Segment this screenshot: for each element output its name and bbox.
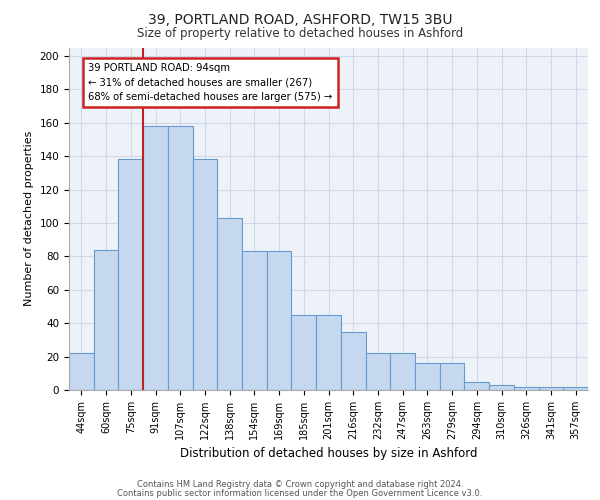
Text: Contains public sector information licensed under the Open Government Licence v3: Contains public sector information licen… bbox=[118, 488, 482, 498]
Bar bbox=[118, 160, 143, 390]
Bar bbox=[539, 386, 563, 390]
Bar bbox=[341, 332, 365, 390]
Bar bbox=[143, 126, 168, 390]
Bar bbox=[415, 364, 440, 390]
Bar bbox=[94, 250, 118, 390]
Bar bbox=[464, 382, 489, 390]
Text: 39 PORTLAND ROAD: 94sqm
← 31% of detached houses are smaller (267)
68% of semi-d: 39 PORTLAND ROAD: 94sqm ← 31% of detache… bbox=[88, 62, 332, 102]
Bar bbox=[390, 353, 415, 390]
Text: Contains HM Land Registry data © Crown copyright and database right 2024.: Contains HM Land Registry data © Crown c… bbox=[137, 480, 463, 489]
Bar bbox=[563, 386, 588, 390]
Bar bbox=[242, 252, 267, 390]
Text: Size of property relative to detached houses in Ashford: Size of property relative to detached ho… bbox=[137, 28, 463, 40]
Bar bbox=[316, 315, 341, 390]
Text: 39, PORTLAND ROAD, ASHFORD, TW15 3BU: 39, PORTLAND ROAD, ASHFORD, TW15 3BU bbox=[148, 12, 452, 26]
Bar bbox=[69, 353, 94, 390]
Bar bbox=[489, 385, 514, 390]
Bar bbox=[514, 386, 539, 390]
Bar bbox=[267, 252, 292, 390]
Bar bbox=[193, 160, 217, 390]
Bar bbox=[217, 218, 242, 390]
Y-axis label: Number of detached properties: Number of detached properties bbox=[24, 131, 34, 306]
Bar bbox=[292, 315, 316, 390]
Bar bbox=[440, 364, 464, 390]
Bar bbox=[365, 353, 390, 390]
X-axis label: Distribution of detached houses by size in Ashford: Distribution of detached houses by size … bbox=[180, 448, 477, 460]
Bar bbox=[168, 126, 193, 390]
